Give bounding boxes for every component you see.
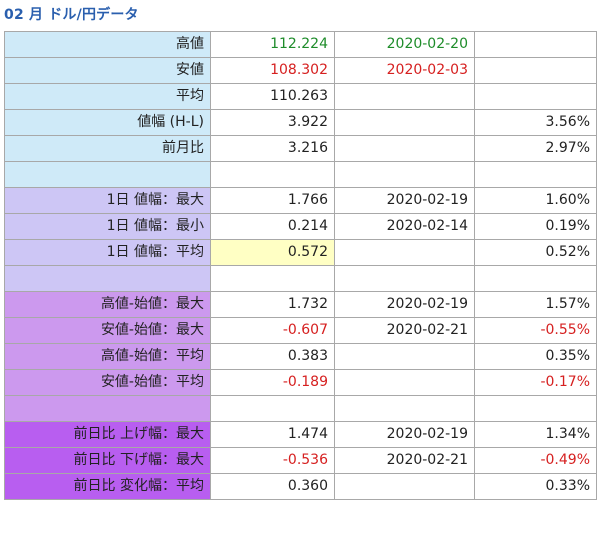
row-date: 2020-02-20 xyxy=(334,31,475,58)
row-date xyxy=(334,135,475,162)
row-value xyxy=(210,395,335,422)
data-table-body: 高値 112.224 2020-02-20 安値 108.302 2020-02-03 平均… xyxy=(4,31,597,500)
row-label: 値幅 (H-L) xyxy=(4,109,211,136)
row-percent: 0.52% xyxy=(474,239,597,266)
row-date: 2020-02-14 xyxy=(334,213,475,240)
row-date xyxy=(334,473,475,500)
table-row: 高値 112.224 2020-02-20 xyxy=(4,31,597,58)
row-label: 前日比 上げ幅：最大 xyxy=(4,421,211,448)
row-value: 108.302 xyxy=(210,57,335,84)
row-value: 1.732 xyxy=(210,291,335,318)
row-percent: 1.34% xyxy=(474,421,597,448)
row-label: 前月比 xyxy=(4,135,211,162)
row-label: 安値-始値：最大 xyxy=(4,317,211,344)
row-value: 112.224 xyxy=(210,31,335,58)
table-row: 1日 値幅：平均 0.572 0.52% xyxy=(4,239,597,266)
row-value: 0.214 xyxy=(210,213,335,240)
table-row: 前日比 下げ幅：最大 -0.536 2020-02-21 -0.49% xyxy=(4,447,597,474)
row-percent: 0.35% xyxy=(474,343,597,370)
row-percent: -0.49% xyxy=(474,447,597,474)
table-row xyxy=(4,395,597,422)
row-date xyxy=(334,83,475,110)
row-date xyxy=(334,369,475,396)
row-value: -0.189 xyxy=(210,369,335,396)
page-title: 02 月 ドル/円データ xyxy=(4,7,139,23)
row-date: 2020-02-19 xyxy=(334,291,475,318)
row-date: 2020-02-03 xyxy=(334,57,475,84)
row-value: 0.360 xyxy=(210,473,335,500)
row-value xyxy=(210,161,335,188)
table-row: 安値-始値：最大 -0.607 2020-02-21 -0.55% xyxy=(4,317,597,344)
row-percent xyxy=(474,31,597,58)
row-percent: -0.55% xyxy=(474,317,597,344)
row-percent xyxy=(474,57,597,84)
row-label: 1日 値幅：最大 xyxy=(4,187,211,214)
row-date: 2020-02-19 xyxy=(334,421,475,448)
row-percent: 0.19% xyxy=(474,213,597,240)
row-percent xyxy=(474,161,597,188)
table-row: 1日 値幅：最大 1.766 2020-02-19 1.60% xyxy=(4,187,597,214)
table-row xyxy=(4,161,597,188)
table-row: 前日比 変化幅：平均 0.360 0.33% xyxy=(4,473,597,500)
row-percent: 1.57% xyxy=(474,291,597,318)
table-row: 前日比 上げ幅：最大 1.474 2020-02-19 1.34% xyxy=(4,421,597,448)
row-label xyxy=(4,161,211,188)
row-value: 110.263 xyxy=(210,83,335,110)
row-label: 前日比 変化幅：平均 xyxy=(4,473,211,500)
row-date: 2020-02-21 xyxy=(334,317,475,344)
row-value: -0.607 xyxy=(210,317,335,344)
table-row xyxy=(4,265,597,292)
row-value: 3.922 xyxy=(210,109,335,136)
row-date xyxy=(334,161,475,188)
table-row: 安値-始値：平均 -0.189 -0.17% xyxy=(4,369,597,396)
row-label: 前日比 下げ幅：最大 xyxy=(4,447,211,474)
row-percent: 0.33% xyxy=(474,473,597,500)
row-value: 1.474 xyxy=(210,421,335,448)
row-date: 2020-02-21 xyxy=(334,447,475,474)
row-label: 安値-始値：平均 xyxy=(4,369,211,396)
table-row: 高値-始値：平均 0.383 0.35% xyxy=(4,343,597,370)
row-date xyxy=(334,343,475,370)
row-label: 高値 xyxy=(4,31,211,58)
row-label xyxy=(4,265,211,292)
table-row: 安値 108.302 2020-02-03 xyxy=(4,57,597,84)
table-row: 値幅 (H-L) 3.922 3.56% xyxy=(4,109,597,136)
table-row: 前月比 3.216 2.97% xyxy=(4,135,597,162)
row-label xyxy=(4,395,211,422)
row-label: 平均 xyxy=(4,83,211,110)
row-value xyxy=(210,265,335,292)
row-date xyxy=(334,109,475,136)
row-date xyxy=(334,395,475,422)
table-row: 平均 110.263 xyxy=(4,83,597,110)
row-value: 3.216 xyxy=(210,135,335,162)
row-label: 高値-始値：平均 xyxy=(4,343,211,370)
row-percent: -0.17% xyxy=(474,369,597,396)
row-value: 1.766 xyxy=(210,187,335,214)
row-value: 0.572 xyxy=(210,239,335,266)
row-date: 2020-02-19 xyxy=(334,187,475,214)
row-percent: 3.56% xyxy=(474,109,597,136)
row-value: 0.383 xyxy=(210,343,335,370)
row-label: 1日 値幅：平均 xyxy=(4,239,211,266)
data-table: 高値 112.224 2020-02-20 安値 108.302 2020-02-03 平均… xyxy=(4,31,597,500)
row-date xyxy=(334,239,475,266)
row-date xyxy=(334,265,475,292)
table-row: 高値-始値：最大 1.732 2020-02-19 1.57% xyxy=(4,291,597,318)
row-percent xyxy=(474,395,597,422)
row-percent: 1.60% xyxy=(474,187,597,214)
row-percent xyxy=(474,83,597,110)
row-percent: 2.97% xyxy=(474,135,597,162)
row-label: 1日 値幅：最小 xyxy=(4,213,211,240)
table-row: 1日 値幅：最小 0.214 2020-02-14 0.19% xyxy=(4,213,597,240)
row-value: -0.536 xyxy=(210,447,335,474)
row-label: 安値 xyxy=(4,57,211,84)
row-label: 高値-始値：最大 xyxy=(4,291,211,318)
row-percent xyxy=(474,265,597,292)
